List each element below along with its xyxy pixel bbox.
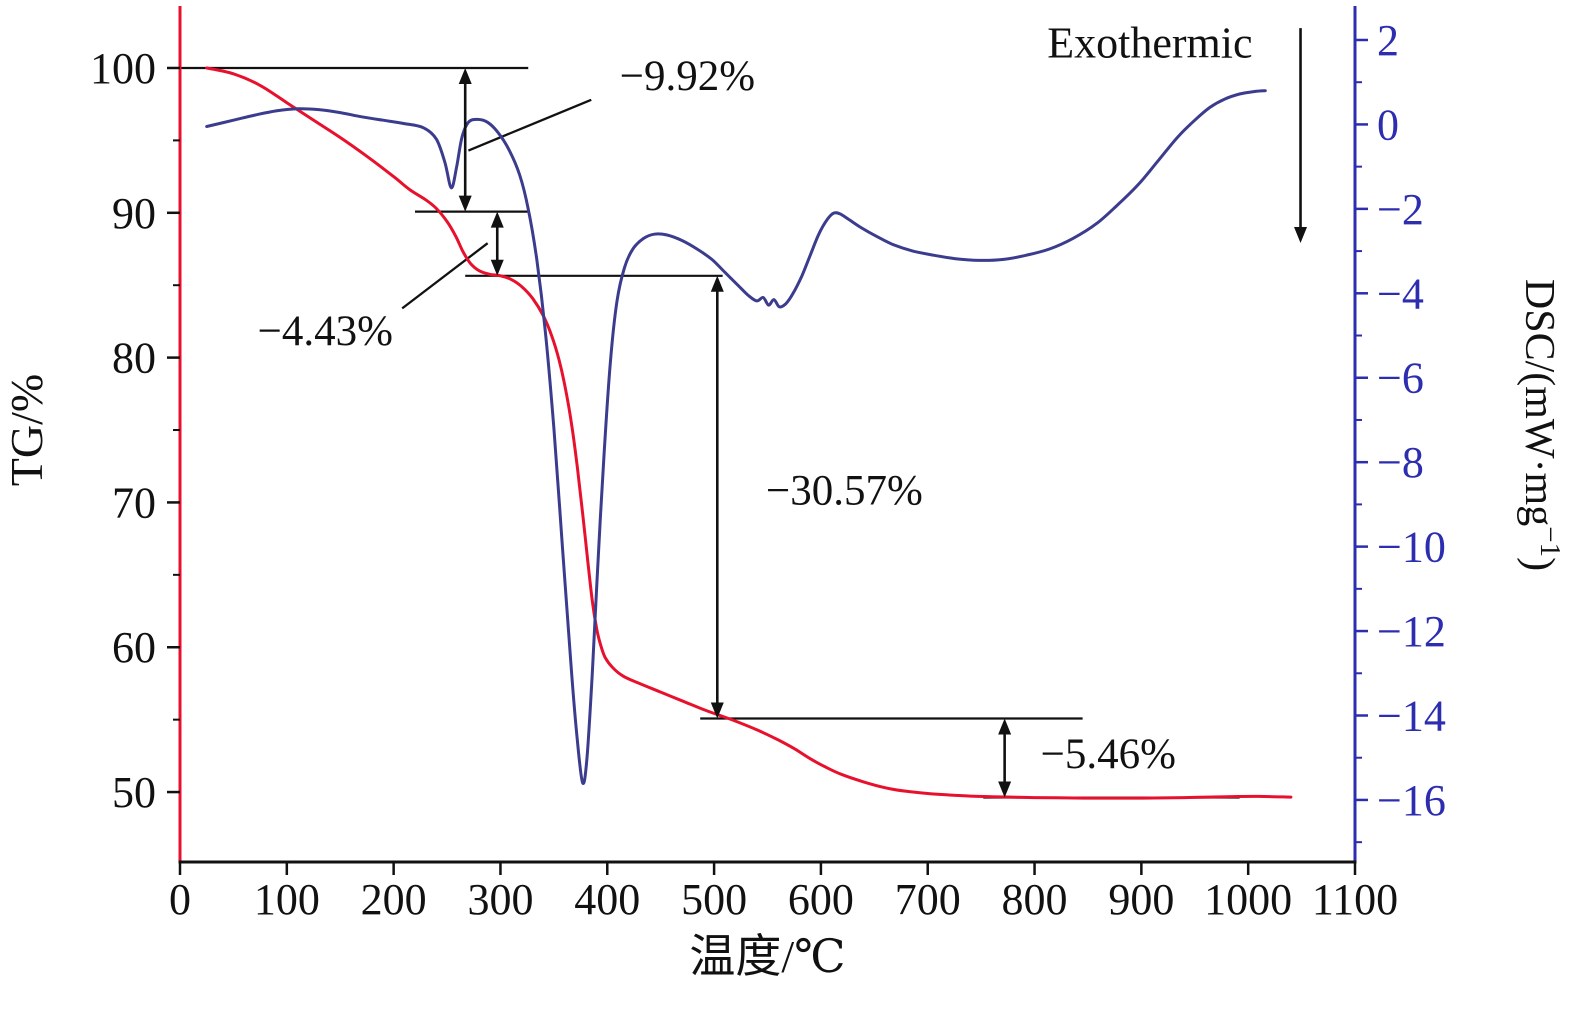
y-right-tick-label: −14 — [1377, 691, 1446, 740]
x-tick-label: 800 — [1002, 875, 1068, 924]
y-left-tick-label: 60 — [112, 623, 156, 672]
mass-loss-label: −30.57% — [766, 467, 923, 514]
arrowhead-icon — [998, 781, 1012, 798]
arrowhead-icon — [998, 718, 1012, 735]
x-tick-label: 1000 — [1204, 875, 1292, 924]
y-left-tick-label: 70 — [112, 478, 156, 527]
arrowhead-icon — [490, 211, 504, 228]
exothermic-label: Exothermic — [1047, 18, 1252, 67]
arrowhead-icon — [710, 702, 724, 719]
mass-loss-label: −5.46% — [1041, 731, 1176, 778]
y-axis-label-right: DSC/(mW·mg−1) — [1516, 279, 1566, 571]
x-tick-label: 100 — [254, 875, 320, 924]
mass-loss-label: −4.43% — [258, 308, 393, 355]
y-left-tick-label: 50 — [112, 768, 156, 817]
x-tick-label: 400 — [574, 875, 640, 924]
x-tick-label: 900 — [1108, 875, 1174, 924]
arrowhead-icon — [1294, 227, 1308, 244]
annotation-leader-line — [401, 242, 489, 310]
x-tick-label: 0 — [169, 875, 191, 924]
y-right-tick-label: −10 — [1377, 523, 1446, 572]
dsc-curve — [205, 89, 1267, 785]
x-tick-label: 500 — [681, 875, 747, 924]
annotation-leader-line — [467, 98, 592, 152]
y-axis-label-left: TG/% — [1, 374, 52, 486]
mass-loss-label: −9.92% — [620, 53, 755, 100]
arrowhead-icon — [490, 259, 504, 276]
y-right-tick-label: −6 — [1377, 354, 1424, 403]
x-tick-label: 300 — [467, 875, 533, 924]
tg-curve — [205, 66, 1293, 800]
arrowhead-icon — [458, 67, 472, 84]
y-left-tick-label: 80 — [112, 334, 156, 383]
y-left-tick-label: 90 — [112, 189, 156, 238]
x-tick-label: 700 — [895, 875, 961, 924]
y-right-tick-label: −16 — [1377, 776, 1446, 825]
x-tick-label: 200 — [361, 875, 427, 924]
x-tick-label: 600 — [788, 875, 854, 924]
y-right-tick-label: 2 — [1377, 16, 1399, 65]
x-tick-label: 1100 — [1312, 875, 1398, 924]
y-left-tick-label: 100 — [90, 44, 156, 93]
arrowhead-icon — [458, 195, 472, 212]
arrowhead-icon — [710, 275, 724, 292]
y-right-tick-label: −8 — [1377, 438, 1424, 487]
y-right-tick-label: −12 — [1377, 607, 1446, 656]
y-right-tick-label: −4 — [1377, 269, 1424, 318]
y-right-tick-label: 0 — [1377, 100, 1399, 149]
y-right-tick-label: −2 — [1377, 185, 1424, 234]
x-axis-label: 温度/℃ — [689, 931, 845, 982]
